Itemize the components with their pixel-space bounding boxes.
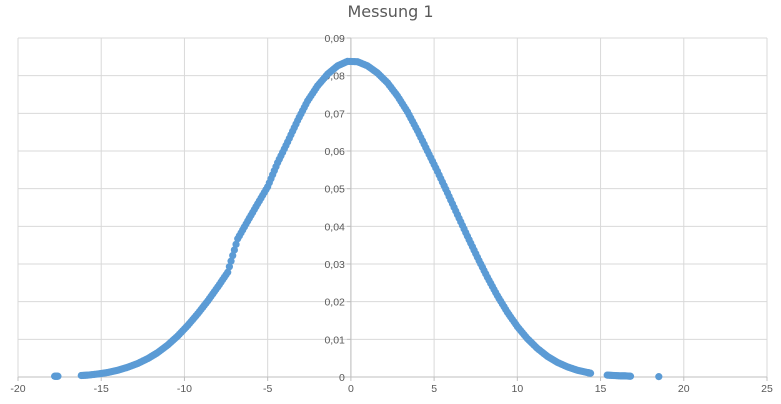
- x-tick-label: 10: [511, 383, 523, 395]
- data-point: [655, 373, 662, 380]
- y-tick-label: 0,06: [324, 146, 345, 158]
- x-tick-label: -15: [94, 383, 109, 395]
- y-tick-label: 0,05: [324, 184, 345, 196]
- x-tick-label: -20: [10, 383, 25, 395]
- data-point: [627, 373, 634, 380]
- x-tick-labels: -20 -15 -10 -5 0 5 10 15 20 25: [10, 383, 773, 395]
- y-tick-label: 0,04: [324, 221, 345, 233]
- y-tick-label: 0,07: [324, 108, 345, 120]
- y-tick-label: 0,02: [324, 297, 345, 309]
- x-tick-label: -10: [177, 383, 192, 395]
- data-point: [54, 373, 61, 380]
- x-tick-label: 5: [431, 383, 437, 395]
- y-tick-label: 0,03: [324, 259, 345, 271]
- x-tick-label: 15: [595, 383, 607, 395]
- data-point: [587, 370, 594, 377]
- x-tick-label: 20: [678, 383, 690, 395]
- y-tick-labels: 00,010,020,030,040,050,060,070,080,09: [324, 33, 345, 384]
- x-tick-label: -5: [263, 383, 272, 395]
- data-points: [51, 58, 662, 380]
- y-tick-label: 0,09: [324, 33, 345, 45]
- x-tick-label: 0: [348, 383, 354, 395]
- x-tick-label: 25: [761, 383, 773, 395]
- y-tick-label: 0: [339, 372, 345, 384]
- y-tick-label: 0,01: [324, 334, 345, 346]
